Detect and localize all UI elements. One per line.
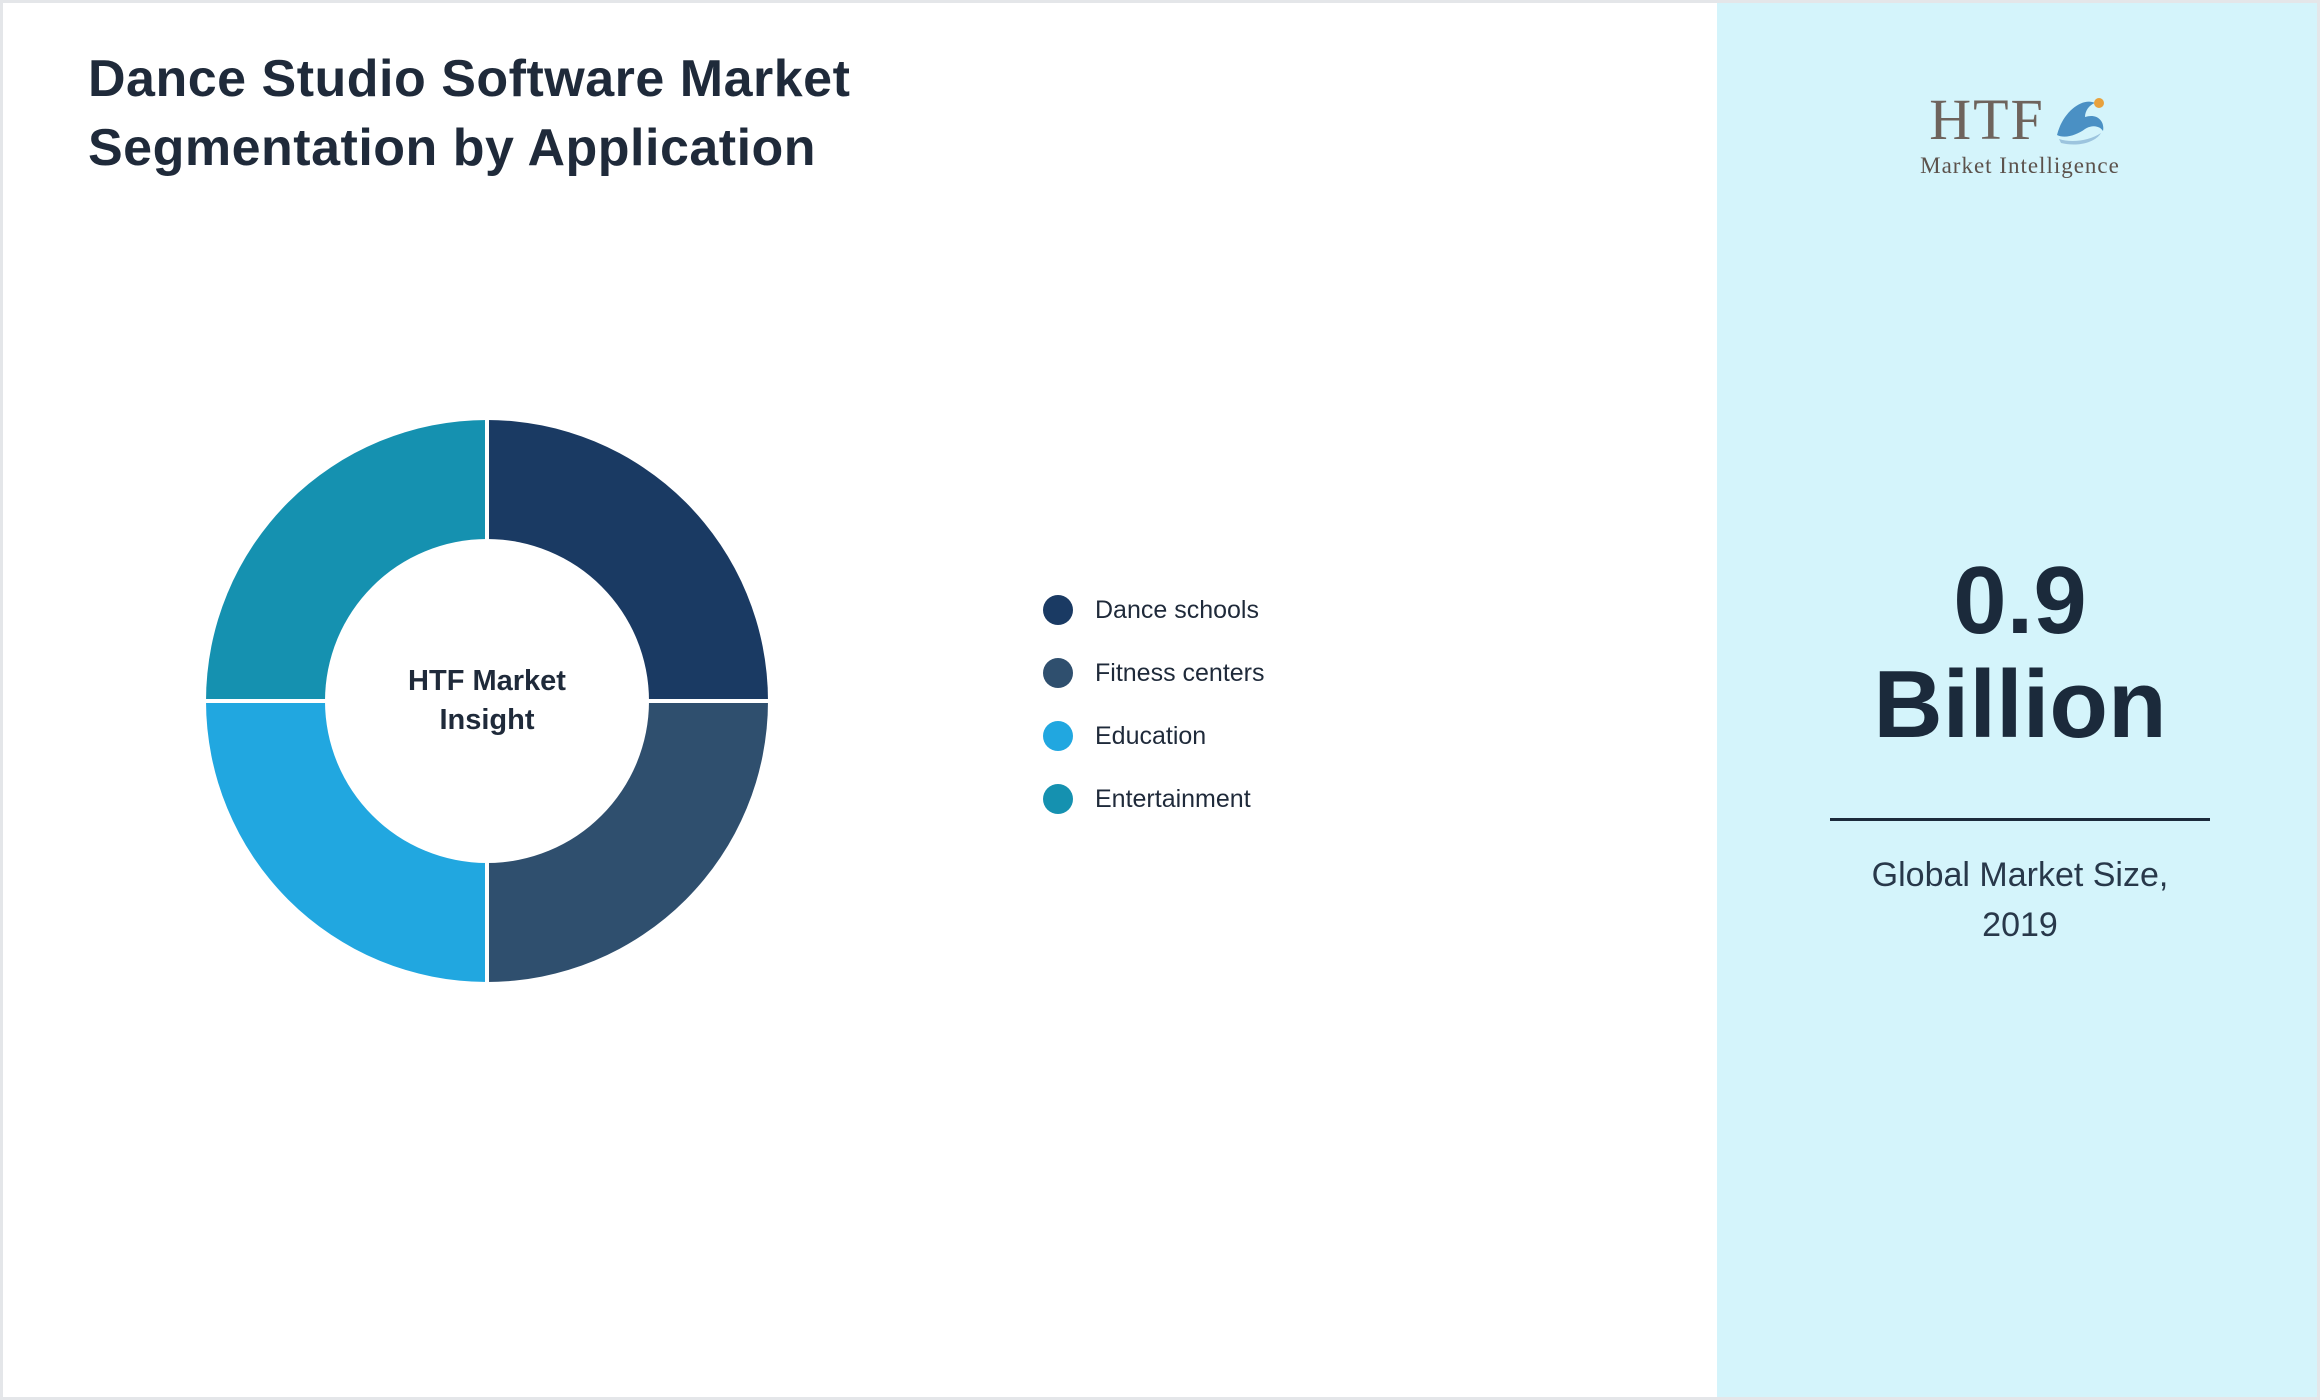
legend: Dance schools Fitness centers Education Ent… (1043, 595, 1265, 814)
legend-item: Entertainment (1043, 784, 1265, 814)
legend-item: Education (1043, 721, 1265, 751)
legend-dot (1043, 658, 1073, 688)
donut-hole: HTF Market Insight (325, 539, 649, 863)
stat-divider (1830, 818, 2210, 822)
market-size-stat: 0.9 Billion (1873, 549, 2166, 756)
dolphin-icon (2056, 98, 2104, 145)
legend-label: Fitness centers (1095, 658, 1265, 687)
legend-label: Education (1095, 721, 1207, 750)
legend-dot (1043, 721, 1073, 751)
stat-unit: Billion (1873, 650, 2167, 758)
htf-logo-subtext: Market Intelligence (1920, 153, 2120, 178)
legend-label: Dance schools (1095, 595, 1259, 624)
htf-logo-text: HTF (1929, 87, 2045, 152)
legend-item: Fitness centers (1043, 658, 1265, 688)
page-title-line2: Segmentation by Application (88, 118, 817, 177)
legend-label: Entertainment (1095, 784, 1251, 813)
donut-chart: HTF Market Insight (206, 420, 768, 982)
page-title-line1: Dance Studio Software Market (88, 50, 851, 108)
legend-dot (1043, 784, 1073, 814)
donut-center-label: HTF Market Insight (408, 664, 566, 736)
htf-logo: HTF Market Intelligence (1920, 91, 2120, 179)
stat-caption-line2: 2019 (1982, 905, 2058, 944)
page-title: Dance Studio Software Market Segmentatio… (88, 45, 850, 182)
legend-dot (1043, 595, 1073, 625)
right-panel: HTF Market Intelligence 0.9 Billion Glob… (1717, 3, 2317, 1397)
htf-logo-top: HTF (1929, 91, 2111, 149)
legend-item: Dance schools (1043, 595, 1265, 625)
stat-caption-line1: Global Market Size, (1871, 856, 2169, 895)
stat-value: 0.9 (1953, 547, 2087, 654)
stat-caption: Global Market Size, 2019 (1872, 851, 2169, 950)
